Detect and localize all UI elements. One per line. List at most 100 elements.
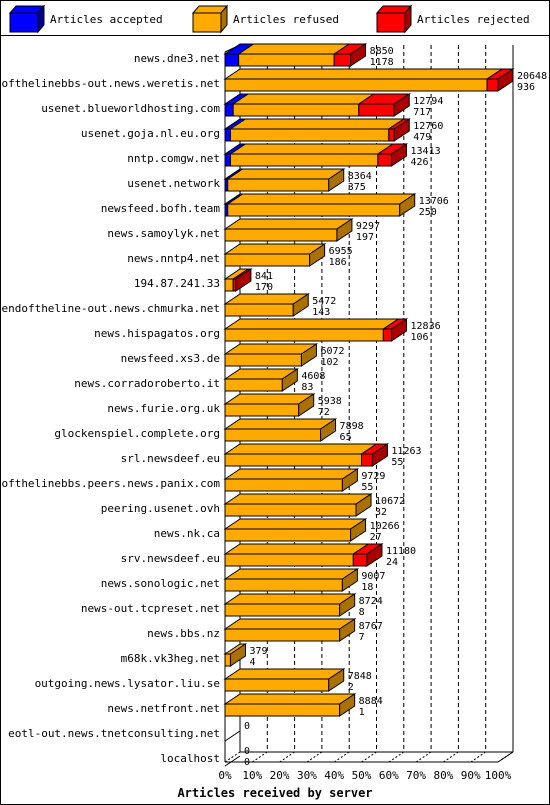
server-label: news.netfront.net xyxy=(107,702,220,715)
bar-refused-top xyxy=(226,193,417,205)
value-label-top: 6955 xyxy=(329,246,353,257)
value-label-top: 5472 xyxy=(312,296,336,307)
server-label: endoftheline-out.news.chmurka.net xyxy=(1,302,220,315)
legend-label: Articles accepted xyxy=(50,13,163,26)
bar-rejected xyxy=(352,553,368,567)
floor-tick xyxy=(443,751,459,763)
bar-refused-top xyxy=(228,143,395,155)
legend-label: Articles refused xyxy=(233,13,339,26)
value-label-bottom: 936 xyxy=(517,82,535,93)
value-label-top: 10672 xyxy=(375,496,405,507)
bar-side-face xyxy=(339,593,356,617)
value-label-top: 6072 xyxy=(320,346,344,357)
bar-refused xyxy=(224,578,343,592)
value-label-top: 4608 xyxy=(301,371,325,382)
value-label-bottom: 250 xyxy=(419,207,437,218)
bar-accepted xyxy=(224,128,231,142)
bar-refused-top xyxy=(223,543,370,555)
value-label-top: 8364 xyxy=(348,171,372,182)
value-label-bottom: 65 xyxy=(340,432,352,443)
bar-rejected xyxy=(377,153,393,167)
bar-refused xyxy=(224,328,384,342)
server-label: glockenspiel.complete.org xyxy=(54,427,220,440)
server-label: outgoing.news.lysator.liu.se xyxy=(35,677,220,690)
value-label-top: 9007 xyxy=(361,571,385,582)
value-label-top: 13413 xyxy=(411,146,441,157)
value-label-bottom: 717 xyxy=(413,107,431,118)
value-label-bottom: 55 xyxy=(391,457,403,468)
value-label-bottom: 143 xyxy=(312,307,330,318)
x-tick-label: 80% xyxy=(433,769,453,782)
bar-side-face xyxy=(350,518,367,542)
x-tick-label: 100% xyxy=(485,769,512,782)
value-label-bottom: 186 xyxy=(329,257,347,268)
value-label-top: 7848 xyxy=(348,671,372,682)
bar-side-face xyxy=(366,543,383,567)
server-label: eotl-out.news.tnetconsulting.net xyxy=(8,727,220,740)
value-label-top: 379 xyxy=(249,646,267,657)
server-label: localhost xyxy=(160,752,220,765)
bar-refused xyxy=(224,78,488,92)
bar-side-face xyxy=(292,293,309,317)
bar-refused xyxy=(224,278,234,292)
bar-refused xyxy=(224,528,352,542)
x-tick-label: 10% xyxy=(242,769,262,782)
legend-swatch xyxy=(192,12,222,33)
bar-refused-top xyxy=(223,618,357,630)
x-tick-label: 50% xyxy=(352,769,372,782)
bar-refused-top xyxy=(223,418,338,430)
server-label: news.furie.org.uk xyxy=(107,402,220,415)
value-label-bottom: 27 xyxy=(370,532,382,543)
value-label-top: 9297 xyxy=(356,221,380,232)
floor-tick xyxy=(306,751,323,763)
server-label: news.nntp4.net xyxy=(127,252,220,265)
bar-side-face xyxy=(341,568,358,592)
value-label-top: 8767 xyxy=(359,621,383,632)
floor-tick xyxy=(224,751,241,763)
value-label-bottom: 8 xyxy=(359,607,365,618)
value-label-top: 11263 xyxy=(391,446,421,457)
bar-side-face xyxy=(328,668,345,692)
value-label-bottom: 2 xyxy=(348,682,354,693)
value-label-bottom: 18 xyxy=(361,582,373,593)
x-tick-label: 0% xyxy=(218,769,232,782)
server-label: news.samoylyk.net xyxy=(107,227,220,240)
bar-rejected xyxy=(358,103,395,117)
value-label-bottom: 1178 xyxy=(370,57,394,68)
bar-refused xyxy=(224,653,231,667)
server-label: news.bbs.nz xyxy=(147,627,220,640)
bar-side-face xyxy=(281,368,298,392)
value-label-bottom: 32 xyxy=(375,507,387,518)
bar-refused-top xyxy=(223,668,346,680)
bar-rejected xyxy=(382,328,393,342)
bar-side-face xyxy=(298,393,315,417)
server-label: newsfeed.xs3.de xyxy=(121,352,220,365)
server-label: endofthelinebbs-out.news.weretis.net xyxy=(0,77,220,90)
server-label: usenet.network xyxy=(127,177,220,190)
x-axis-title: Articles received by server xyxy=(177,786,372,800)
floor-tick xyxy=(333,751,350,763)
server-label: usenet.goja.nl.eu.org xyxy=(81,127,220,140)
x-tick-label: 40% xyxy=(324,769,344,782)
bar-refused xyxy=(224,628,341,642)
bar-side-face xyxy=(393,118,410,142)
floor-tick xyxy=(361,751,377,763)
bar-side-face xyxy=(336,218,353,242)
value-label-top: 8850 xyxy=(370,46,394,57)
bar-refused xyxy=(224,253,311,267)
bar-refused-top xyxy=(223,218,354,230)
server-label: 194.87.241.33 xyxy=(134,277,220,290)
bar-side-face xyxy=(371,443,388,467)
floor-tick xyxy=(252,751,268,763)
value-label-bottom: 102 xyxy=(320,357,338,368)
bar-rejected xyxy=(333,53,352,67)
bar-zero-marker xyxy=(224,730,241,742)
bar-side-face xyxy=(497,68,514,92)
value-label-top: 13706 xyxy=(419,196,449,207)
value-label-top: 12836 xyxy=(411,321,441,332)
value-label-bottom: 479 xyxy=(413,132,431,143)
legend-label: Articles rejected xyxy=(417,13,530,26)
bar-side-face xyxy=(328,168,345,192)
